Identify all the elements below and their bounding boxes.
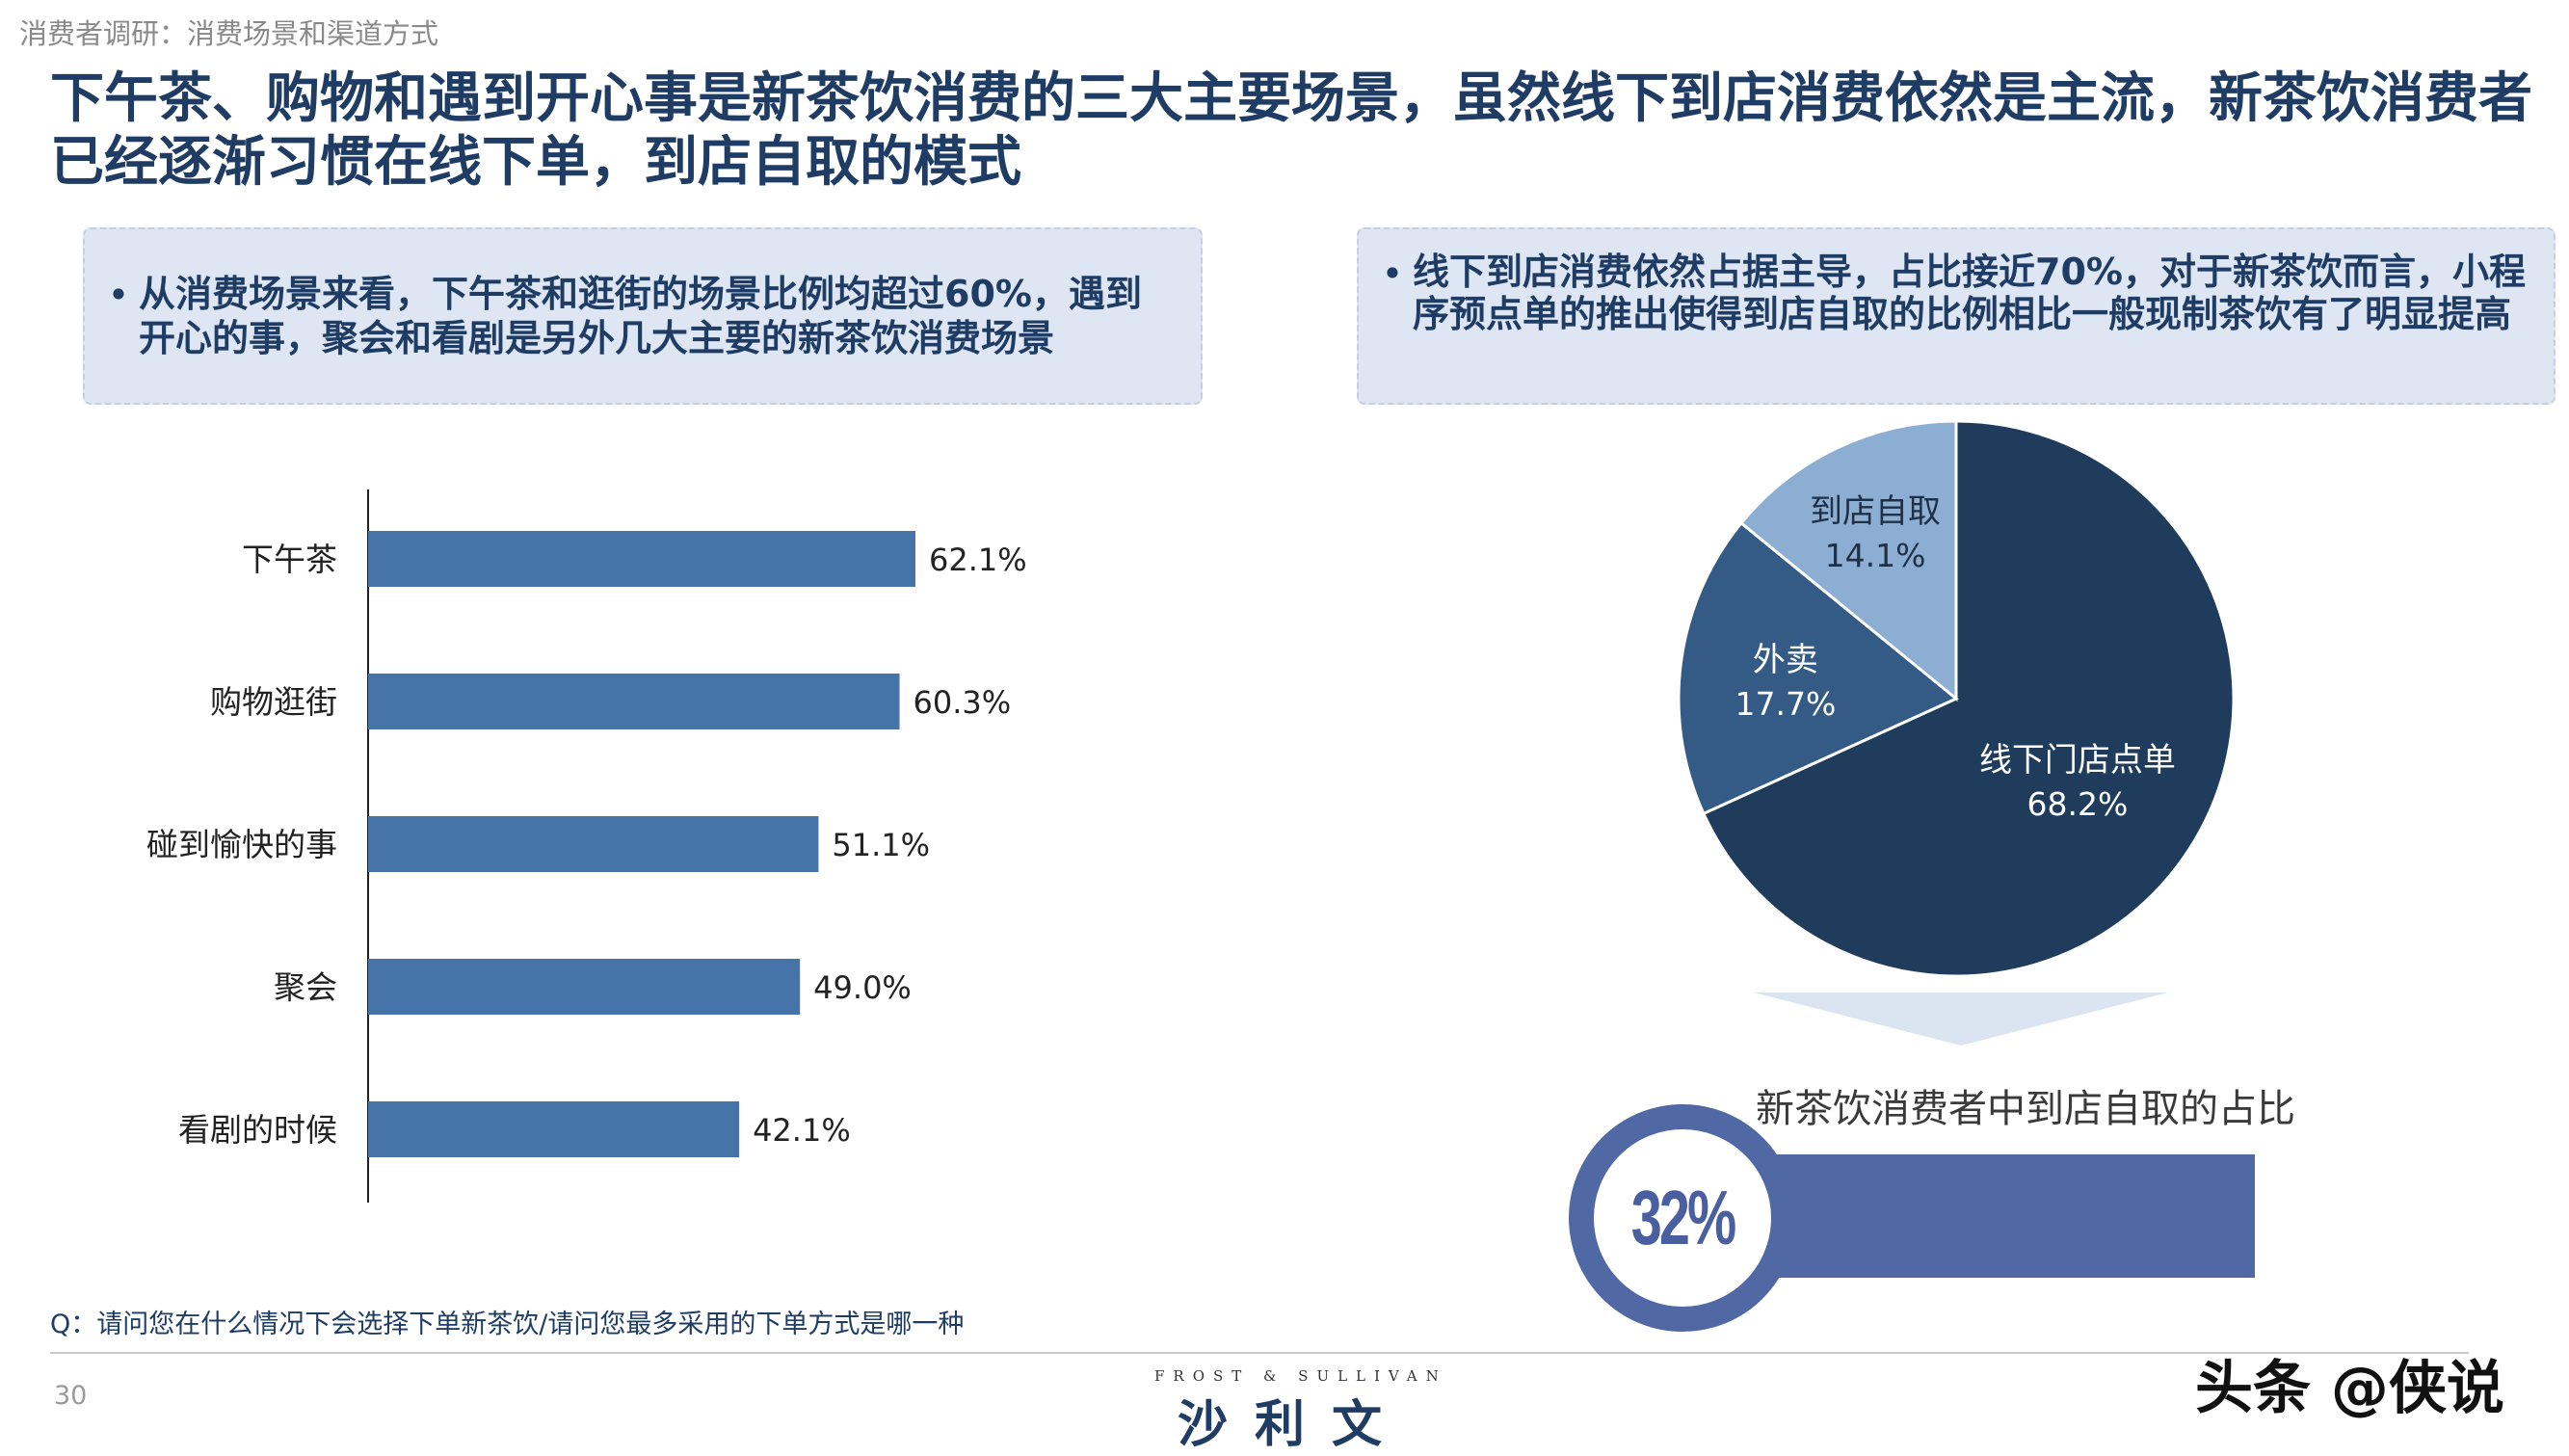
bullet-icon: • [1381, 252, 1404, 295]
slice-label: 到店自取 [1810, 492, 1941, 531]
category-label: 看剧的时候 [178, 1111, 337, 1149]
category-label: 碰到愉快的事 [146, 826, 337, 863]
highlight-ring: 32% [1569, 1104, 1796, 1332]
data-label: 51.1% [832, 827, 930, 863]
breadcrumb: 消费者调研：消费场景和渠道方式 [19, 17, 439, 50]
highlight-bar-track [1725, 1154, 2255, 1278]
page-number: 30 [54, 1381, 88, 1411]
bar [368, 959, 801, 1015]
page-title: 下午茶、购物和遇到开心事是新茶饮消费的三大主要场景，虽然线下到店消费依然是主流，… [50, 67, 2532, 194]
slice-label: 线下门店点单 [1979, 741, 2176, 780]
category-label: 下午茶 [242, 541, 337, 578]
footer-divider [50, 1352, 2469, 1354]
highlight-value: 32% [1630, 1175, 1737, 1260]
bullet-icon: • [107, 274, 130, 316]
survey-question: Q：请问您在什么情况下会选择下单新茶饮/请问您最多采用的下单方式是哪一种 [50, 1310, 965, 1339]
data-label: 49.0% [813, 969, 912, 1006]
left-callout-text: 从消费场景来看，下午茶和逛街的场景比例均超过60%，遇到开心的事，聚会和看剧是另… [139, 273, 1142, 359]
bar [368, 531, 915, 587]
logo-english: FROST & SULLIVAN [1154, 1367, 1447, 1385]
slice-value-label: 14.1% [1825, 537, 1926, 574]
slice-value-label: 17.7% [1735, 685, 1836, 723]
data-label: 42.1% [753, 1112, 851, 1149]
highlight-caption: 新茶饮消费者中到店自取的占比 [1756, 1087, 2295, 1131]
right-callout-box: • 线下到店消费依然占据主导，占比接近70%，对于新茶饮而言，小程序预点单的推出… [1357, 227, 2556, 405]
scenario-bar-chart: 下午茶 62.1% 购物逛街 60.3% 碰到愉快的事 51.1% 聚会 49.0% 看剧的时候… [146, 490, 1027, 1203]
slice-label: 外卖 [1753, 641, 1818, 679]
data-label: 60.3% [914, 684, 1012, 721]
pie-slice [1677, 520, 1959, 816]
down-chevron-icon [1754, 993, 2168, 1046]
pie-slice [1738, 419, 1958, 702]
logo-chinese: 沙利文 [1178, 1395, 1410, 1454]
pie-slice [1701, 419, 2236, 978]
channel-pie-chart: 线下门店点单 68.2% 外卖 17.7% 到店自取 14.1% [1677, 419, 2236, 978]
bar [368, 816, 819, 872]
right-callout-text: 线下到店消费依然占据主导，占比接近70%，对于新茶饮而言，小程序预点单的推出使得… [1413, 251, 2526, 335]
slice-value-label: 68.2% [2027, 785, 2129, 823]
left-callout-box: • 从消费场景来看，下午茶和逛街的场景比例均超过60%，遇到开心的事，聚会和看剧… [83, 227, 1203, 405]
highlight-bar [1725, 1154, 2255, 1278]
bar [368, 1101, 740, 1157]
watermark: 头条 @侠说 [2195, 1355, 2504, 1422]
bar [368, 674, 900, 729]
category-label: 聚会 [274, 968, 337, 1006]
category-label: 购物逛街 [210, 683, 337, 721]
data-label: 62.1% [929, 542, 1027, 578]
